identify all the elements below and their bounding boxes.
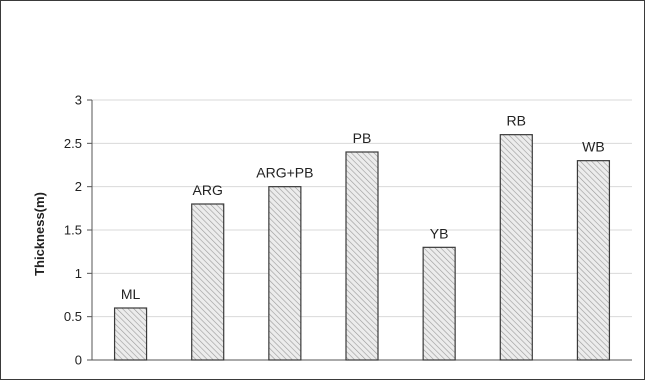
gridlines [92,99,632,318]
data-labels: ML ARG ARG+PB PB YB RB WB [121,113,605,302]
y-tick-labels: 0 0.5 1 1.5 2 2.5 3 [64,93,82,368]
y-tick-label: 1 [75,266,82,281]
bar-ml [113,307,148,361]
bar-arg [191,203,225,361]
bar-yb [422,246,456,361]
bar-rb [499,134,533,361]
bars [113,134,611,361]
y-tick-label: 2.5 [64,136,82,151]
y-tick-label: 2 [75,179,82,194]
bar-pb [345,151,379,361]
y-axis-title: Thickness(m) [32,192,47,276]
bar-label: YB [430,225,449,241]
bar-arg-pb [268,186,302,361]
bar-label: ARG+PB [256,165,313,181]
bar-label: PB [353,130,372,146]
bar-label: ARG [193,182,223,198]
y-tick-label: 0 [75,353,82,368]
y-tick-label: 0.5 [64,309,82,324]
bar-wb [576,160,611,361]
bar-label: ML [121,286,141,302]
y-tick-label: 1.5 [64,223,82,238]
y-tick-label: 3 [75,93,82,108]
bar-label: RB [507,113,526,129]
bar-label: WB [582,139,605,155]
